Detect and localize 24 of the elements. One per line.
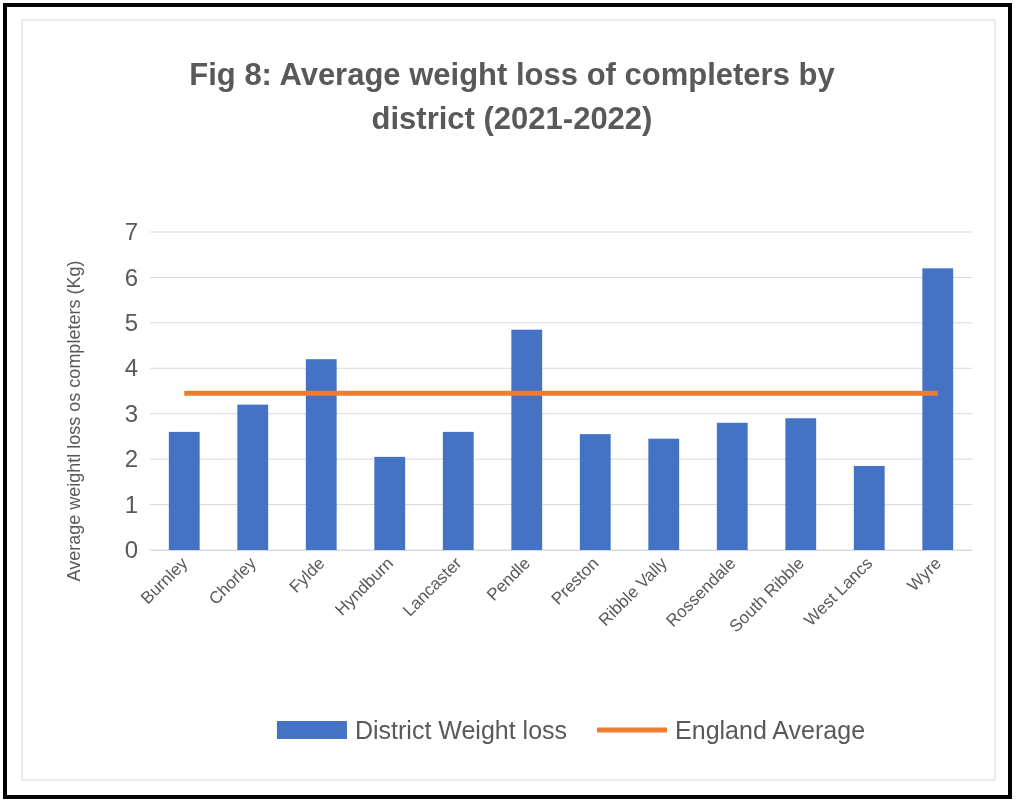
bar xyxy=(511,329,543,550)
y-tick-label: 4 xyxy=(124,354,138,382)
y-tick-label: 6 xyxy=(124,263,138,291)
legend-label: District Weight loss xyxy=(354,716,568,744)
bar xyxy=(785,418,817,550)
y-tick-label: 5 xyxy=(124,309,138,337)
bar xyxy=(237,404,269,550)
legend-label: England Average xyxy=(675,716,866,744)
chart-title: Fig 8: Average weight loss of completers by district (2021-2022) xyxy=(189,57,836,136)
bar xyxy=(305,359,337,550)
y-tick-label: 1 xyxy=(124,490,138,518)
bar xyxy=(168,431,200,550)
bar xyxy=(922,268,954,550)
bar xyxy=(716,422,748,550)
bar xyxy=(374,456,406,550)
y-tick-label: 7 xyxy=(124,218,138,246)
y-tick-label: 0 xyxy=(124,536,138,564)
bar xyxy=(442,431,474,550)
y-tick-label: 2 xyxy=(124,445,138,473)
bar xyxy=(579,434,611,550)
y-tick-label: 3 xyxy=(124,399,138,427)
y-axis-title: Average weightl loss os completers (Kg) xyxy=(64,260,84,582)
bar xyxy=(853,465,885,550)
bar xyxy=(648,438,680,550)
